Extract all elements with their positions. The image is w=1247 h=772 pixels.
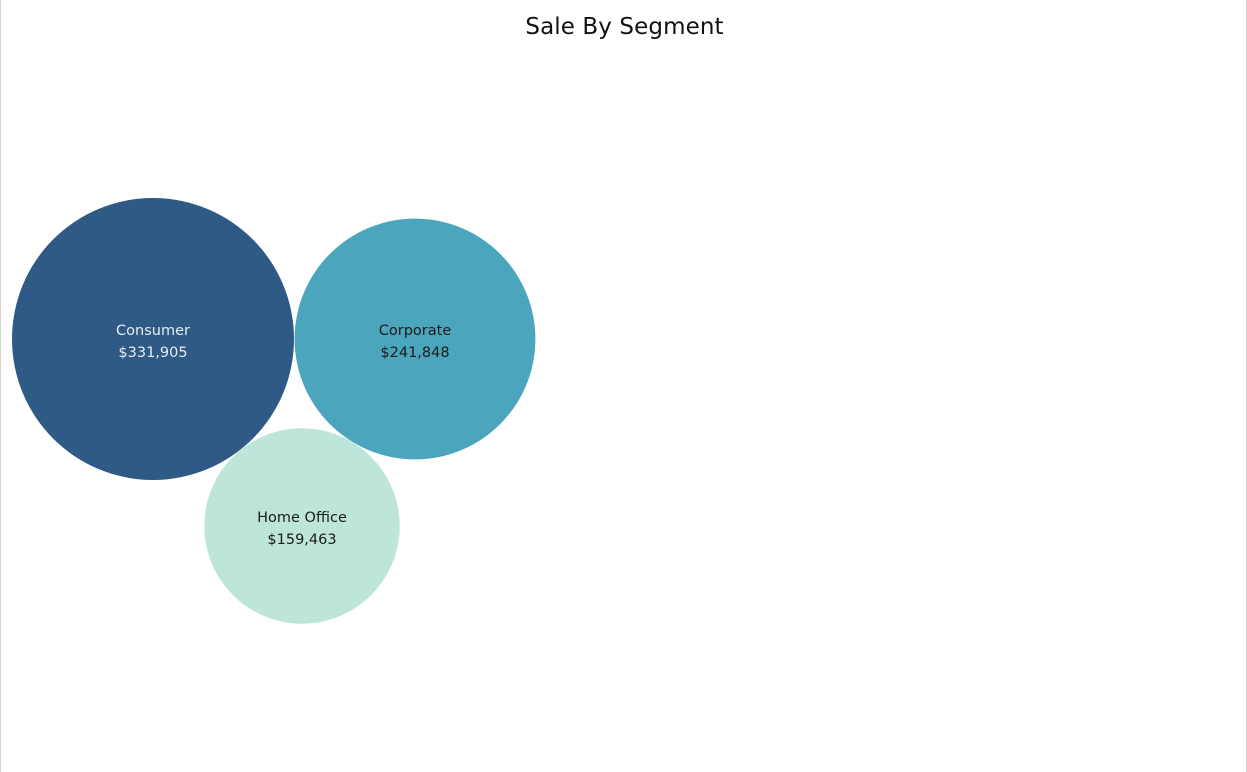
- chart-title: Sale By Segment: [525, 14, 724, 40]
- bubble-corporate[interactable]: [294, 218, 536, 460]
- bubbles-layer: [12, 198, 536, 624]
- bubble-value-label: $331,905: [118, 345, 187, 361]
- labels-layer: Consumer $331,905 Corporate $241,848 Home Of…: [116, 323, 451, 548]
- bubble-value-label: $241,848: [380, 345, 449, 361]
- bubble-value-label: $159,463: [267, 532, 336, 548]
- bubble-consumer[interactable]: [12, 198, 294, 480]
- bubble-home-office[interactable]: [204, 428, 400, 624]
- bubble-category-label: Consumer: [116, 323, 190, 339]
- bubble-category-label: Home Office: [257, 510, 347, 526]
- bubble-category-label: Corporate: [379, 323, 452, 339]
